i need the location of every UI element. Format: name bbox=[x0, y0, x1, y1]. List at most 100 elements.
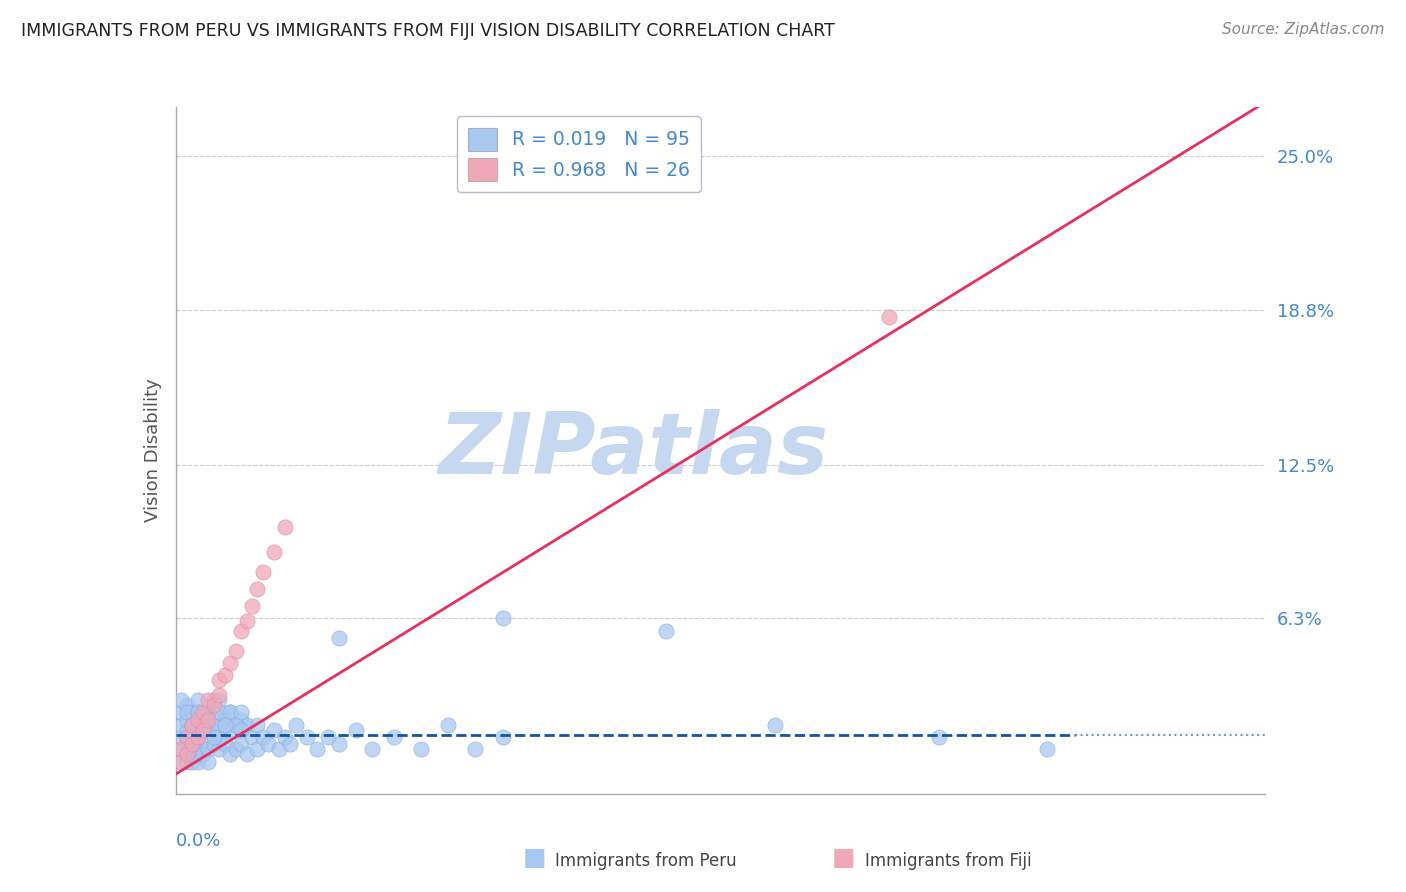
Point bbox=[208, 742, 231, 756]
Point bbox=[202, 730, 225, 744]
Point bbox=[655, 624, 678, 638]
Point bbox=[219, 706, 242, 720]
Text: 0.0%: 0.0% bbox=[176, 831, 221, 850]
Point bbox=[214, 717, 236, 731]
Point bbox=[186, 742, 209, 756]
Point bbox=[437, 717, 460, 731]
Point bbox=[181, 738, 204, 752]
Point bbox=[202, 693, 225, 707]
Text: Immigrants from Peru: Immigrants from Peru bbox=[555, 852, 737, 870]
Point bbox=[464, 742, 486, 756]
Point bbox=[295, 730, 318, 744]
Point bbox=[879, 310, 901, 324]
Point bbox=[197, 693, 219, 707]
Point bbox=[202, 706, 225, 720]
Point bbox=[197, 717, 219, 731]
Point bbox=[235, 614, 257, 628]
Point bbox=[246, 582, 269, 596]
Point bbox=[191, 747, 214, 762]
Point bbox=[214, 717, 236, 731]
Text: ■: ■ bbox=[832, 846, 855, 870]
Point bbox=[492, 611, 515, 625]
Legend: R = 0.019   N = 95, R = 0.968   N = 26: R = 0.019 N = 95, R = 0.968 N = 26 bbox=[457, 117, 700, 192]
Point bbox=[202, 698, 225, 712]
Point bbox=[278, 738, 301, 752]
Point bbox=[176, 698, 198, 712]
Point bbox=[191, 713, 214, 727]
Point bbox=[231, 723, 253, 737]
Point bbox=[219, 723, 242, 737]
Point bbox=[186, 730, 209, 744]
Point bbox=[225, 717, 247, 731]
Point bbox=[186, 693, 209, 707]
Point bbox=[208, 717, 231, 731]
Point bbox=[928, 730, 950, 744]
Text: ZIPatlas: ZIPatlas bbox=[439, 409, 828, 492]
Point bbox=[186, 717, 209, 731]
Point bbox=[191, 723, 214, 737]
Point bbox=[170, 693, 193, 707]
Point bbox=[197, 713, 219, 727]
Point bbox=[284, 717, 307, 731]
Point bbox=[263, 545, 285, 559]
Point bbox=[219, 747, 242, 762]
Point bbox=[492, 730, 515, 744]
Point bbox=[235, 747, 257, 762]
Point bbox=[170, 730, 193, 744]
Point bbox=[176, 706, 198, 720]
Point bbox=[181, 755, 204, 769]
Point bbox=[240, 730, 263, 744]
Point bbox=[181, 742, 204, 756]
Text: ■: ■ bbox=[523, 846, 546, 870]
Point bbox=[763, 717, 786, 731]
Point bbox=[231, 624, 253, 638]
Point bbox=[176, 730, 198, 744]
Point bbox=[176, 723, 198, 737]
Point bbox=[307, 742, 329, 756]
Point bbox=[191, 717, 214, 731]
Point bbox=[191, 738, 214, 752]
Point bbox=[181, 717, 204, 731]
Point bbox=[214, 668, 236, 682]
Point bbox=[214, 738, 236, 752]
Text: IMMIGRANTS FROM PERU VS IMMIGRANTS FROM FIJI VISION DISABILITY CORRELATION CHART: IMMIGRANTS FROM PERU VS IMMIGRANTS FROM … bbox=[21, 22, 835, 40]
Point bbox=[219, 706, 242, 720]
Point bbox=[208, 673, 231, 688]
Point bbox=[191, 706, 214, 720]
Point bbox=[235, 717, 257, 731]
Point bbox=[231, 713, 253, 727]
Point bbox=[176, 730, 198, 744]
Point bbox=[186, 713, 209, 727]
Point bbox=[176, 747, 198, 762]
Point bbox=[328, 632, 350, 646]
Point bbox=[225, 742, 247, 756]
Point bbox=[170, 755, 193, 769]
Point bbox=[202, 723, 225, 737]
Point bbox=[181, 717, 204, 731]
Point bbox=[208, 706, 231, 720]
Point bbox=[186, 730, 209, 744]
Point bbox=[186, 706, 209, 720]
Point bbox=[186, 706, 209, 720]
Text: Source: ZipAtlas.com: Source: ZipAtlas.com bbox=[1222, 22, 1385, 37]
Point bbox=[382, 730, 405, 744]
Y-axis label: Vision Disability: Vision Disability bbox=[143, 378, 162, 523]
Point bbox=[252, 565, 274, 579]
Point bbox=[231, 738, 253, 752]
Point bbox=[360, 742, 382, 756]
Point bbox=[197, 755, 219, 769]
Point bbox=[191, 723, 214, 737]
Point bbox=[246, 717, 269, 731]
Point bbox=[225, 643, 247, 657]
Point bbox=[170, 742, 193, 756]
Point bbox=[252, 730, 274, 744]
Point bbox=[269, 742, 291, 756]
Point bbox=[176, 747, 198, 762]
Point bbox=[197, 706, 219, 720]
Point bbox=[176, 755, 198, 769]
Point bbox=[202, 738, 225, 752]
Point bbox=[208, 693, 231, 707]
Point bbox=[186, 747, 209, 762]
Point bbox=[181, 730, 204, 744]
Point bbox=[344, 723, 367, 737]
